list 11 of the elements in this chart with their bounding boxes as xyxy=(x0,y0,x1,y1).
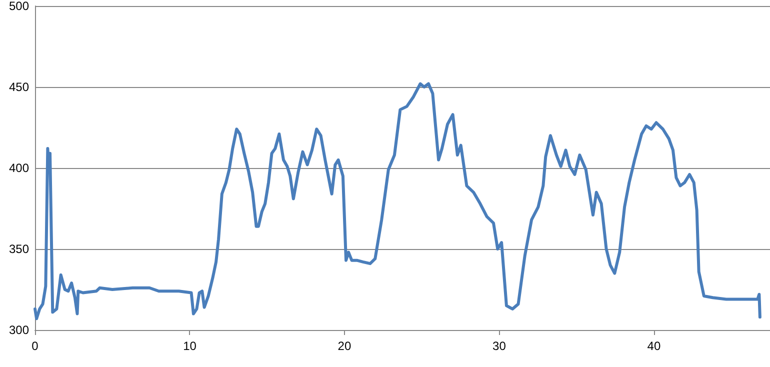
x-tick-label: 0 xyxy=(32,339,39,353)
y-tick-label: 450 xyxy=(8,80,30,94)
line-series xyxy=(34,82,762,320)
y-tick-label: 400 xyxy=(8,161,30,175)
x-tick-label: 20 xyxy=(338,339,352,353)
y-tick-label: 500 xyxy=(8,0,30,13)
x-tick-label: 40 xyxy=(647,339,661,353)
x-tick-label: 30 xyxy=(492,339,506,353)
y-tick-label: 350 xyxy=(8,242,30,256)
x-tick-label: 10 xyxy=(183,339,197,353)
y-tick-label: 300 xyxy=(8,323,30,337)
